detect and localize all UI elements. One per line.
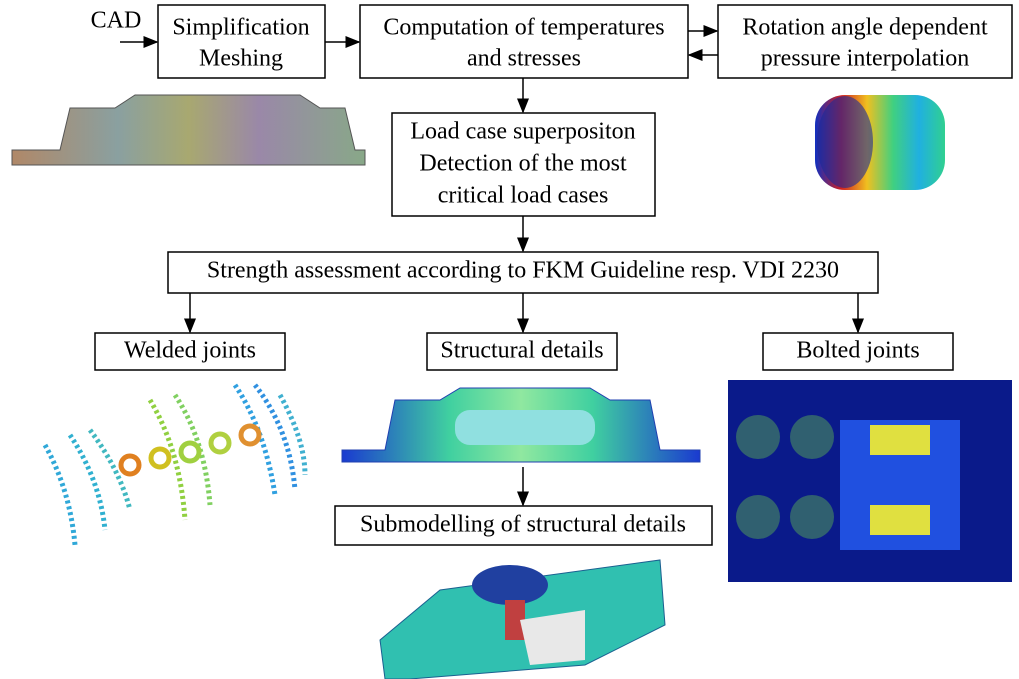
node-label: Strength assessment according to FKM Gui…	[207, 258, 839, 284]
node-label: and stresses	[467, 46, 581, 72]
pressure-image	[815, 95, 945, 190]
node-label: Computation of temperatures	[383, 15, 664, 41]
node-label: Structural details	[440, 338, 603, 364]
structural-image	[342, 388, 700, 462]
node-label: Submodelling of structural details	[360, 512, 686, 538]
node-label: Welded joints	[124, 338, 256, 364]
node-label: Bolted joints	[796, 338, 919, 364]
node-label: Simplification	[172, 15, 309, 41]
node-label: critical load cases	[438, 183, 609, 209]
mesh-image	[12, 95, 365, 165]
node-label: Meshing	[199, 46, 283, 72]
node-label: Detection of the most	[419, 151, 627, 177]
diagram: CAD Simplification Meshing Computation o…	[0, 0, 1019, 679]
welded-image	[45, 385, 305, 545]
submodel-image	[380, 560, 665, 679]
node-label: Load case superpositon	[410, 119, 635, 145]
node-label: pressure interpolation	[761, 46, 970, 72]
input-label: CAD	[91, 8, 142, 34]
node-label: Rotation angle dependent	[742, 15, 988, 41]
bolted-image	[728, 380, 1012, 582]
